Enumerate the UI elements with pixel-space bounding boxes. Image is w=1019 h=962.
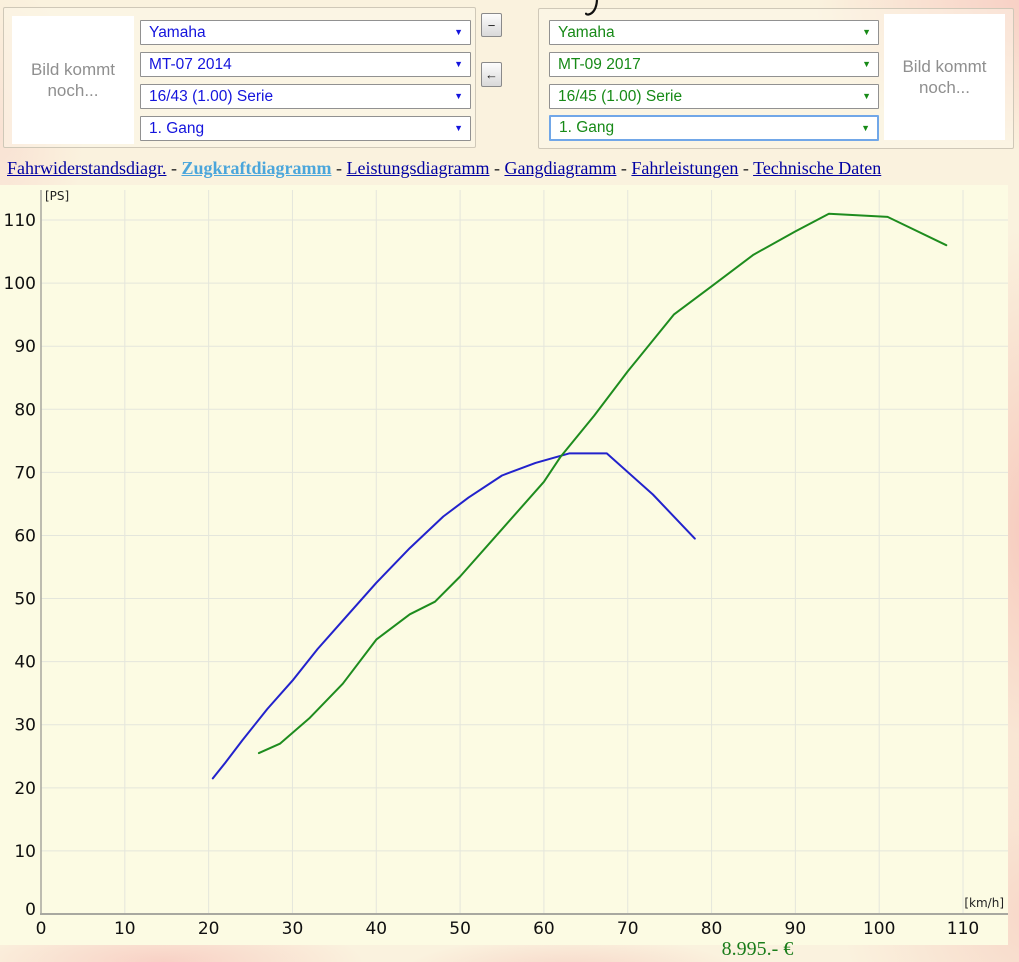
nav-link-leistungsdiagramm[interactable]: Leistungsdiagramm	[346, 158, 490, 178]
svg-text:30: 30	[282, 919, 304, 939]
chevron-down-icon: ▼	[861, 123, 870, 133]
nav-link-fahrwiderstandsdiagr-[interactable]: Fahrwiderstandsdiagr.	[7, 158, 167, 178]
svg-text:50: 50	[449, 919, 471, 939]
remove-comparison-button[interactable]: −	[481, 13, 502, 37]
svg-text:10: 10	[114, 919, 136, 939]
select-value: 1. Gang	[559, 119, 615, 136]
svg-text:40: 40	[14, 653, 36, 673]
right-vehicle-panel: Yamaha ▼ MT-09 2017 ▼ 16/45 (1.00) Serie ▼ 1. …	[538, 8, 1014, 149]
svg-text:20: 20	[14, 779, 36, 799]
svg-text:90: 90	[14, 337, 36, 357]
svg-text:30: 30	[14, 716, 36, 736]
svg-text:[km/h]: [km/h]	[964, 896, 1004, 910]
left-select-column: Yamaha ▼ MT-07 2014 ▼ 16/43 (1.00) Serie ▼ 1. …	[140, 20, 471, 148]
svg-text:20: 20	[198, 919, 220, 939]
select-value: MT-07 2014	[149, 56, 232, 73]
svg-text:0: 0	[36, 919, 47, 939]
left-gearing-select[interactable]: 16/43 (1.00) Serie ▼	[140, 84, 471, 109]
left-image-placeholder: Bild kommt noch...	[12, 16, 134, 144]
svg-text:70: 70	[14, 463, 36, 483]
right-image-placeholder: Bild kommt noch...	[884, 14, 1005, 140]
chart-section: 0 10 20 30 40 50 60 70 80 90 100 110 0 10 20 30 40 50 60 70…	[0, 185, 1008, 945]
chevron-down-icon: ▼	[454, 123, 463, 133]
price-label: 8.995.- €	[721, 938, 794, 960]
traction-chart: 0 10 20 30 40 50 60 70 80 90 100 110 0 10 20 30 40 50 60 70…	[4, 189, 1008, 939]
select-value: 1. Gang	[149, 120, 205, 137]
select-value: 16/43 (1.00) Serie	[149, 88, 274, 105]
right-gearing-select[interactable]: 16/45 (1.00) Serie ▼	[549, 84, 879, 109]
svg-text:[PS]: [PS]	[45, 189, 69, 203]
copy-to-left-button[interactable]: ←	[481, 62, 502, 87]
svg-text:110: 110	[4, 211, 36, 231]
svg-text:10: 10	[14, 842, 36, 862]
right-select-column: Yamaha ▼ MT-09 2017 ▼ 16/45 (1.00) Serie ▼ 1. …	[549, 20, 879, 148]
right-gear-select[interactable]: 1. Gang ▼	[549, 115, 879, 141]
chevron-down-icon: ▼	[862, 27, 871, 37]
right-make-select[interactable]: Yamaha ▼	[549, 20, 879, 45]
svg-text:50: 50	[14, 590, 36, 610]
title-descender-glyph	[585, 0, 599, 16]
chevron-down-icon: ▼	[862, 59, 871, 69]
nav-link-technische-daten[interactable]: Technische Daten	[753, 158, 882, 178]
left-make-select[interactable]: Yamaha ▼	[140, 20, 471, 45]
nav-link-zugkraftdiagramm[interactable]: Zugkraftdiagramm	[181, 158, 332, 178]
svg-text:80: 80	[14, 400, 36, 420]
svg-text:40: 40	[365, 919, 387, 939]
select-value: MT-09 2017	[558, 56, 641, 73]
chevron-down-icon: ▼	[862, 91, 871, 101]
svg-text:60: 60	[533, 919, 555, 939]
select-value: Yamaha	[558, 24, 615, 41]
svg-text:90: 90	[785, 919, 807, 939]
chevron-down-icon: ▼	[454, 27, 463, 37]
left-model-select[interactable]: MT-07 2014 ▼	[140, 52, 471, 77]
svg-text:80: 80	[701, 919, 723, 939]
svg-text:110: 110	[947, 919, 979, 939]
svg-text:100: 100	[4, 274, 36, 294]
svg-text:0: 0	[25, 900, 36, 920]
diagram-nav: Fahrwiderstandsdiagr. - Zugkraftdiagramm…	[7, 158, 882, 178]
nav-link-fahrleistungen[interactable]: Fahrleistungen	[631, 158, 739, 178]
chevron-down-icon: ▼	[454, 91, 463, 101]
chevron-down-icon: ▼	[454, 59, 463, 69]
nav-link-gangdiagramm[interactable]: Gangdiagramm	[504, 158, 617, 178]
left-vehicle-panel: Bild kommt noch... Yamaha ▼ MT-07 2014 ▼ 16/…	[3, 7, 476, 148]
svg-text:60: 60	[14, 526, 36, 546]
right-model-select[interactable]: MT-09 2017 ▼	[549, 52, 879, 77]
select-value: 16/45 (1.00) Serie	[558, 88, 683, 105]
svg-text:100: 100	[863, 919, 895, 939]
left-gear-select[interactable]: 1. Gang ▼	[140, 116, 471, 141]
svg-text:70: 70	[617, 919, 639, 939]
select-value: Yamaha	[149, 24, 206, 41]
